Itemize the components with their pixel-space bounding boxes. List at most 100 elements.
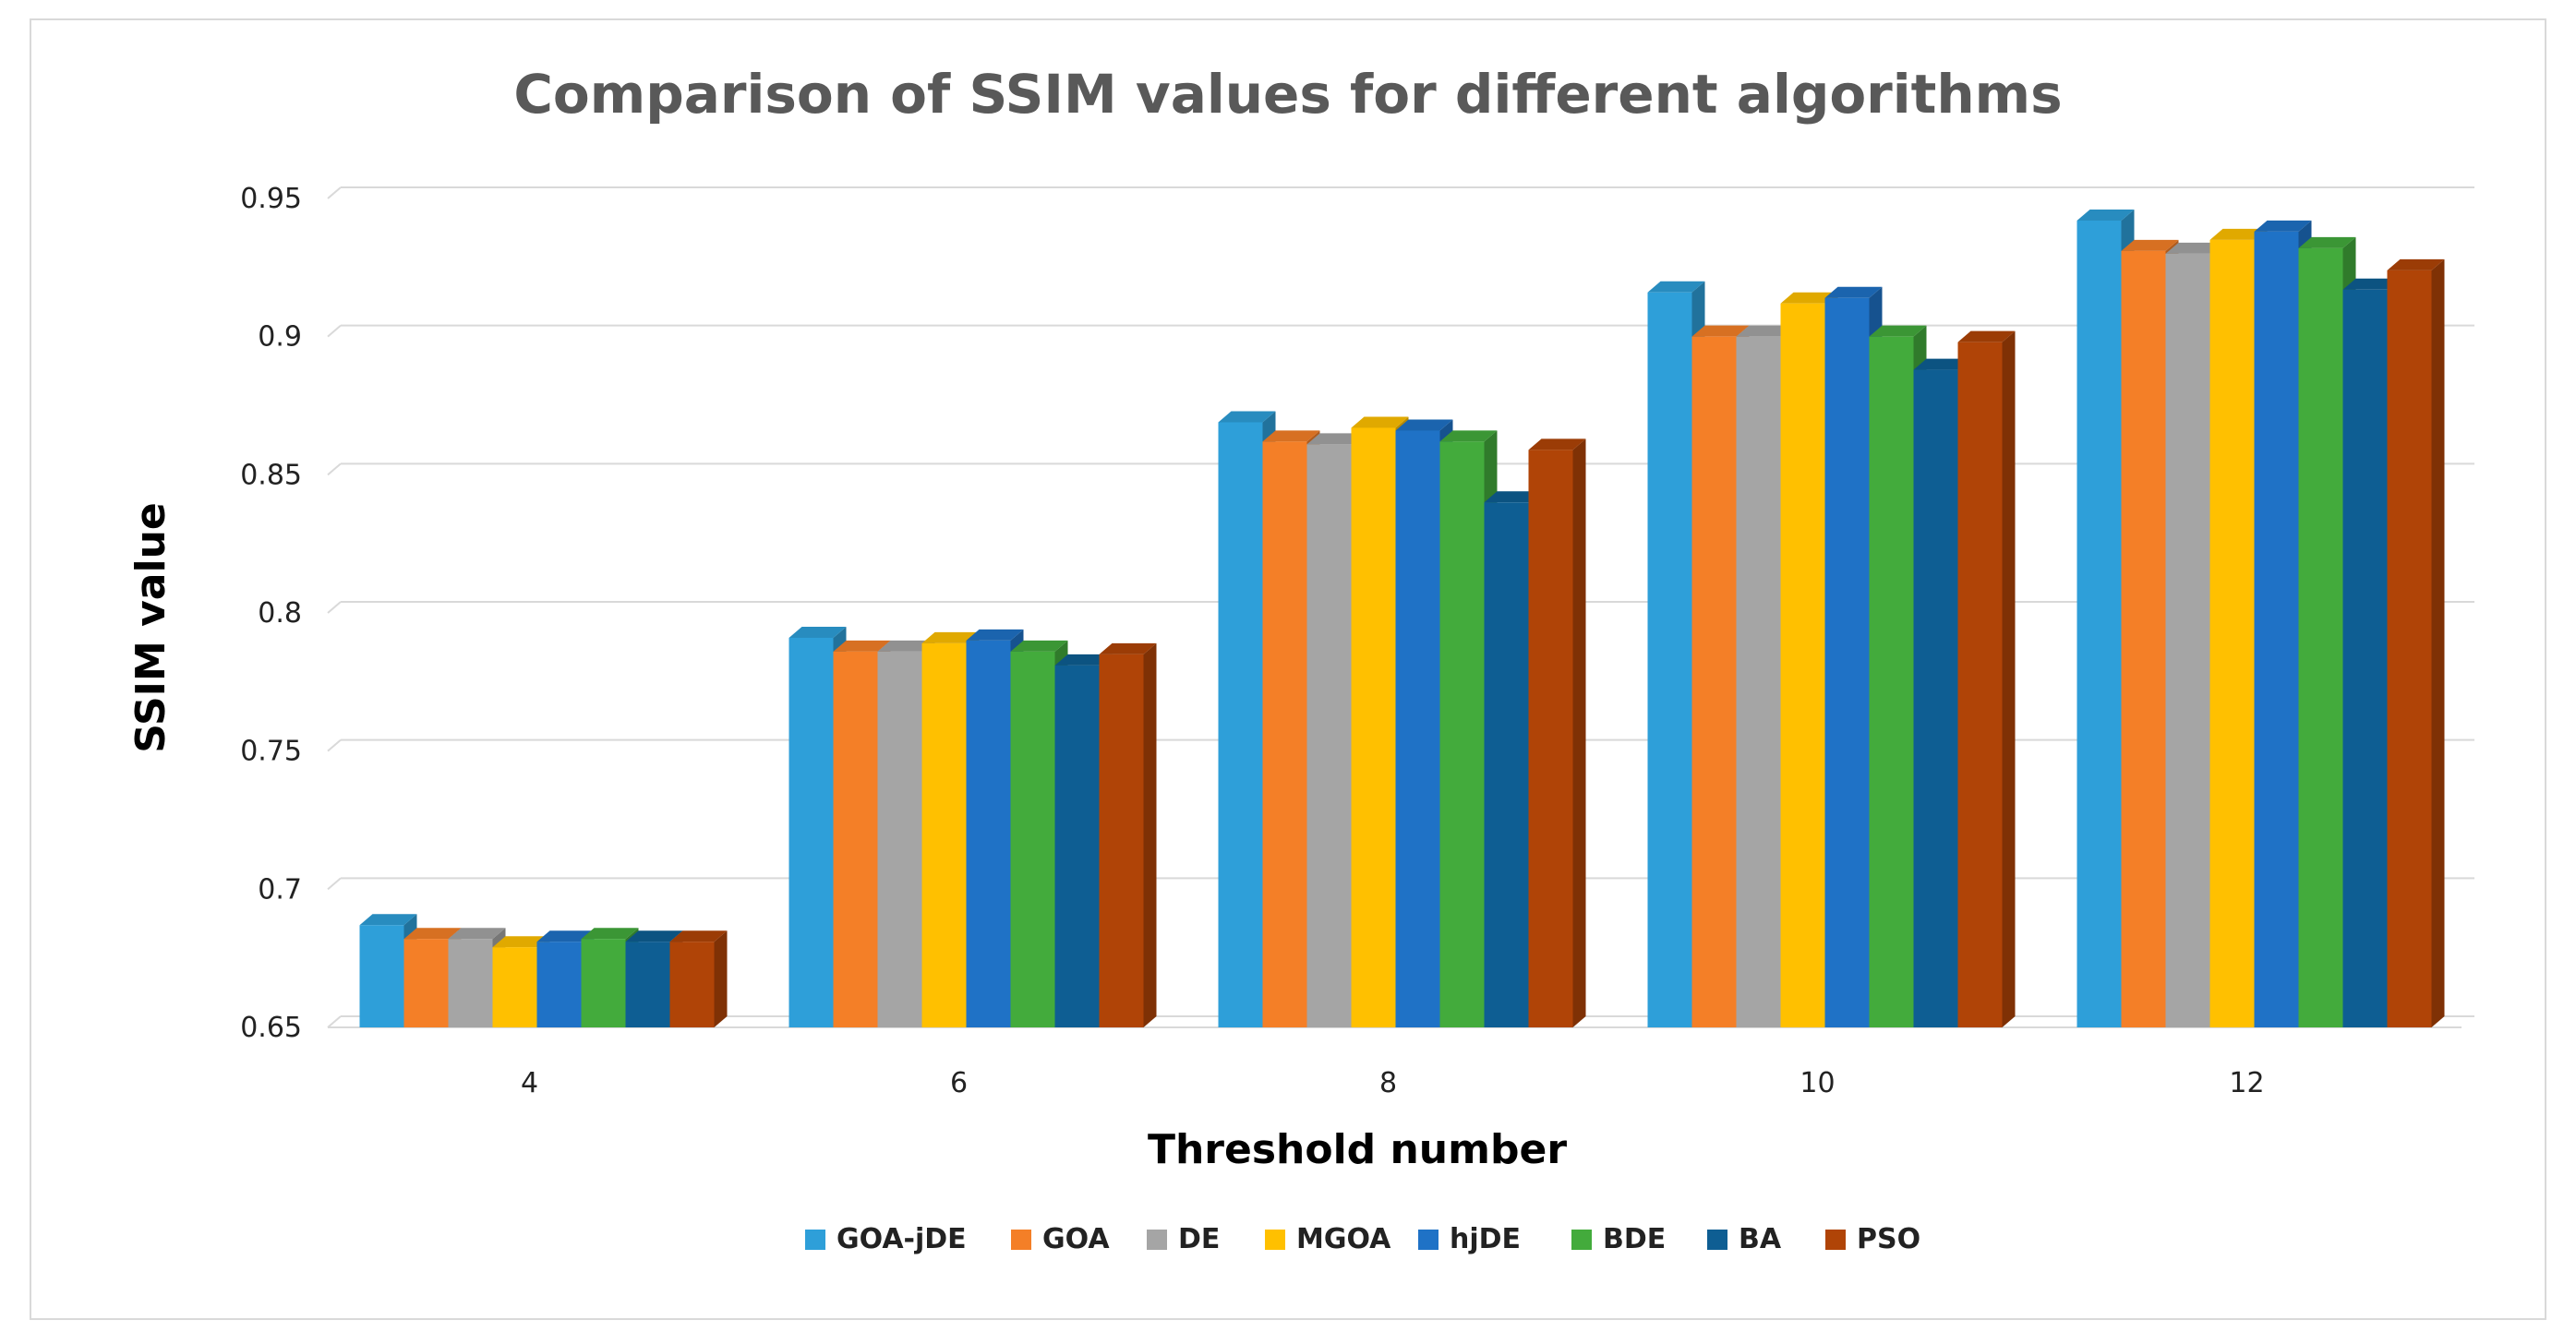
legend-label: GOA-jDE bbox=[837, 1223, 967, 1255]
bar-top bbox=[2209, 228, 2268, 240]
legend-swatch bbox=[1825, 1230, 1846, 1250]
bar-top bbox=[1099, 642, 1157, 654]
legend-label: BA bbox=[1739, 1223, 1782, 1255]
legend-item: MGOA bbox=[1265, 1223, 1391, 1255]
bar-top bbox=[492, 936, 550, 948]
bar-front bbox=[403, 939, 449, 1027]
bar-top bbox=[877, 640, 935, 652]
bar-top bbox=[581, 928, 639, 940]
bar-front bbox=[1869, 336, 1914, 1028]
legend-label: PSO bbox=[1857, 1223, 1920, 1255]
bar-top bbox=[1647, 281, 1705, 293]
x-tick-label: 6 bbox=[950, 1067, 968, 1099]
bar-front bbox=[1691, 336, 1737, 1028]
bar-top bbox=[1439, 430, 1498, 442]
bar-top bbox=[1691, 325, 1750, 337]
bar-front bbox=[1780, 303, 1825, 1027]
bar-top bbox=[625, 930, 683, 942]
bar-top bbox=[1306, 433, 1365, 445]
x-tick-label: 4 bbox=[521, 1067, 538, 1099]
bar-top bbox=[536, 930, 595, 942]
bar bbox=[1957, 330, 2016, 1027]
axis-layer: 0.65 0.7 0.75 0.8 0.85 0.9 0.95 4 6 8 10 12 bbox=[240, 183, 2264, 1099]
bar-front bbox=[448, 939, 493, 1027]
y-tick-label: 0.85 bbox=[240, 459, 302, 491]
legend-label: hjDE bbox=[1450, 1223, 1521, 1255]
bar-top bbox=[1218, 411, 1276, 423]
legend-item: BA bbox=[1707, 1223, 1782, 1255]
bar bbox=[2387, 258, 2445, 1027]
x-axis-title: Threshold number bbox=[1148, 1126, 1567, 1173]
bar-top bbox=[2342, 278, 2401, 290]
legend-swatch bbox=[1418, 1230, 1438, 1250]
bar-front bbox=[2121, 250, 2166, 1028]
y-tick-label: 0.8 bbox=[258, 597, 302, 630]
bar-front bbox=[359, 925, 404, 1027]
bar-front bbox=[921, 642, 967, 1027]
bar-side bbox=[1572, 438, 1586, 1028]
gridline-depth bbox=[327, 601, 342, 614]
bar-front bbox=[2387, 270, 2432, 1027]
bar bbox=[1306, 433, 1365, 1027]
bar-front bbox=[2076, 220, 2122, 1028]
bar-front bbox=[669, 942, 715, 1027]
bar-front bbox=[788, 637, 834, 1027]
bar-front bbox=[1010, 651, 1055, 1027]
bar-front bbox=[1736, 336, 1781, 1028]
legend-item: PSO bbox=[1825, 1223, 1920, 1255]
bar-top bbox=[1528, 438, 1586, 450]
legend: GOA-jDE GOA DE MGOA hjDE BDE BA PSO bbox=[805, 1223, 1920, 1255]
legend-label: MGOA bbox=[1296, 1223, 1391, 1255]
bar-top bbox=[1913, 358, 1971, 370]
gridline-depth bbox=[327, 877, 342, 891]
y-tick-label: 0.9 bbox=[258, 321, 302, 354]
legend-swatch bbox=[1571, 1230, 1592, 1250]
bar-front bbox=[966, 640, 1011, 1027]
x-tick-label: 10 bbox=[1800, 1067, 1835, 1099]
bar bbox=[669, 930, 728, 1027]
y-tick-label: 0.7 bbox=[258, 873, 302, 906]
bar-front bbox=[1306, 444, 1352, 1027]
bar-top bbox=[2121, 239, 2179, 251]
bar-front bbox=[833, 651, 878, 1027]
bar-top bbox=[1054, 654, 1113, 666]
bars-layer bbox=[359, 209, 2445, 1028]
gridline-depth bbox=[327, 462, 342, 476]
chart-title: Comparison of SSIM values for different … bbox=[513, 63, 2062, 126]
bar-top bbox=[359, 914, 417, 926]
y-axis-title: SSIM value bbox=[127, 502, 175, 753]
bar-front bbox=[1484, 502, 1529, 1027]
legend-label: GOA bbox=[1042, 1223, 1110, 1255]
bar-top bbox=[669, 930, 728, 942]
legend-swatch bbox=[1147, 1230, 1167, 1250]
bar-front bbox=[1528, 450, 1573, 1028]
bar-top bbox=[1736, 325, 1794, 337]
bar-front bbox=[1824, 297, 1870, 1027]
y-tick-label: 0.75 bbox=[240, 736, 302, 768]
bar-top bbox=[2254, 220, 2312, 232]
bar-front bbox=[581, 939, 626, 1027]
bar-top bbox=[1262, 430, 1320, 442]
x-tick-label: 8 bbox=[1379, 1067, 1397, 1099]
bar-front bbox=[1957, 342, 2003, 1027]
bar bbox=[1099, 642, 1157, 1027]
bar-front bbox=[2342, 289, 2388, 1027]
x-tick-label: 12 bbox=[2229, 1067, 2264, 1099]
bar-front bbox=[492, 947, 537, 1027]
bar-side bbox=[714, 930, 728, 1027]
legend-item: hjDE bbox=[1418, 1223, 1521, 1255]
bar-front bbox=[1647, 292, 1692, 1028]
bar-top bbox=[1484, 491, 1542, 503]
bar-side bbox=[2002, 330, 2016, 1027]
bar-top bbox=[1869, 325, 1927, 337]
bar-top bbox=[1957, 330, 2016, 342]
bar-front bbox=[2254, 231, 2299, 1028]
bar-front bbox=[536, 942, 582, 1027]
bar-front bbox=[2298, 247, 2343, 1027]
bar-top bbox=[1395, 419, 1453, 431]
bar-front bbox=[1395, 430, 1440, 1027]
legend-label: BDE bbox=[1603, 1223, 1666, 1255]
bar-top bbox=[403, 928, 462, 940]
legend-item: GOA-jDE bbox=[805, 1223, 967, 1255]
